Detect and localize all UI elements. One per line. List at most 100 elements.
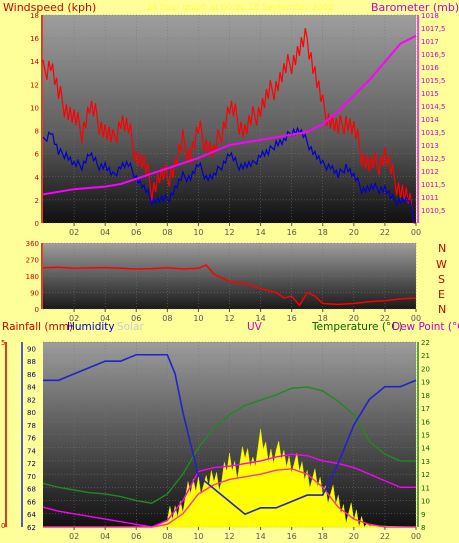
chart-title: 24 hour graph at 00:00 18 September 2008	[147, 3, 334, 13]
x-tick-label: 20	[349, 228, 359, 237]
x-tick-label: 20	[349, 314, 359, 323]
y-tick-label: 88	[27, 358, 36, 366]
y-tick-label: 16	[421, 418, 430, 426]
rainfall-tick-top: 5	[1, 339, 5, 347]
x-tick-label: 14	[255, 532, 265, 541]
uv-label: UV	[247, 321, 263, 333]
y-tick-label: 70	[27, 473, 36, 481]
y-tick-label: 66	[27, 498, 36, 506]
y-tick-label: 78	[27, 422, 36, 430]
x-tick-label: 04	[100, 228, 110, 237]
x-tick-label: 08	[162, 314, 172, 323]
windspeed-axis-label: Windspeed (kph)	[3, 1, 96, 14]
y-tick-label: 1016,5	[421, 51, 446, 59]
y-tick-label: 1012,5	[421, 155, 446, 163]
x-tick-label: 06	[131, 314, 141, 323]
y-tick-label: 4	[35, 174, 40, 182]
x-tick-label: 22	[380, 228, 390, 237]
y-tick-label: 21	[421, 352, 430, 360]
y-tick-label: 1017	[421, 38, 439, 46]
y-tick-label: 1016	[421, 64, 439, 72]
y-tick-label: 270	[26, 257, 39, 265]
rainfall-tick-zero: 0	[1, 522, 5, 530]
humidity-y-axis: 62 64 66 68 70 72 74 76 78 80 82 84 86 88 90	[21, 342, 36, 532]
y-tick-label: 8	[421, 524, 425, 532]
y-tick-label: 22	[421, 339, 430, 347]
series-average	[42, 126, 417, 224]
y-tick-label: 1015	[421, 90, 439, 98]
y-tick-label: 1012	[421, 168, 439, 176]
x-tick-label: 16	[287, 228, 297, 237]
y-tick-label: 1014	[421, 116, 439, 124]
y-tick-label: 14	[30, 58, 39, 66]
wind-plot-area	[43, 15, 416, 223]
x-tick-label: 12	[224, 228, 234, 237]
x-tick-label: 12	[224, 314, 234, 323]
x-tick-label: 08	[162, 228, 172, 237]
x-tick-label: 10	[193, 228, 203, 237]
y-tick-label: 15	[421, 432, 430, 440]
y-tick-label: 76	[27, 435, 36, 443]
y-tick-label: 64	[27, 511, 36, 519]
y-tick-label: 62	[27, 524, 36, 532]
y-tick-label: 360	[26, 240, 39, 248]
series-windspeed	[42, 28, 416, 224]
y-tick-label: 1015,5	[421, 77, 446, 85]
series-solar	[43, 429, 417, 528]
direction-x-axis: 02 04 06 08 10 12 14 16 18 20 22 00	[69, 309, 421, 323]
y-tick-label: 72	[27, 460, 36, 468]
x-tick-label: 00	[411, 314, 421, 323]
series-barometer	[42, 34, 417, 196]
y-tick-label: 80	[27, 409, 36, 417]
x-tick-label: 02	[69, 314, 79, 323]
y-tick-label: 84	[27, 384, 36, 392]
y-tick-label: 68	[27, 486, 36, 494]
y-tick-label: 11	[421, 484, 430, 492]
y-tick-label: 18	[421, 392, 430, 400]
x-tick-label: 16	[287, 314, 297, 323]
y-tick-label: 0	[35, 220, 39, 228]
x-tick-label: 04	[100, 314, 110, 323]
dewpoint-label: Dew Point (°C	[392, 321, 459, 333]
y-tick-label: 10	[30, 104, 39, 112]
y-tick-label: 2	[35, 197, 39, 205]
compass-n-bottom: N	[438, 303, 446, 316]
rainfall-scale: 5 0	[1, 339, 7, 530]
direction-y-axis: 0 90 180 270 360	[26, 240, 43, 314]
x-tick-label: 06	[131, 228, 141, 237]
y-tick-label: 16	[30, 35, 39, 43]
y-tick-label: 1013,5	[421, 129, 446, 137]
x-tick-label: 14	[255, 228, 265, 237]
windspeed-y-axis: 0 2 4 6 8 10 12 14 16 18	[30, 12, 43, 228]
compass-labels: N W S E N	[436, 242, 447, 316]
compass-w: W	[436, 258, 447, 271]
x-tick-label: 10	[193, 314, 203, 323]
x-tick-label: 02	[69, 228, 79, 237]
direction-series	[42, 264, 417, 307]
series-temperature	[42, 386, 416, 504]
y-tick-label: 1011,5	[421, 181, 446, 189]
y-tick-label: 0	[35, 306, 39, 314]
y-tick-label: 90	[30, 290, 39, 298]
x-tick-label: 12	[224, 532, 234, 541]
rainfall-label: Rainfall (mm)	[2, 321, 73, 333]
y-tick-label: 74	[27, 447, 36, 455]
y-tick-label: 1013	[421, 142, 439, 150]
series-humidity	[43, 353, 417, 516]
x-tick-label: 00	[411, 532, 421, 541]
y-tick-label: 18	[30, 12, 39, 20]
y-tick-label: 90	[27, 345, 36, 353]
x-tick-label: 14	[255, 314, 265, 323]
y-tick-label: 1011	[421, 194, 439, 202]
y-tick-label: 1017,5	[421, 25, 446, 33]
x-tick-label: 18	[318, 228, 328, 237]
wind-x-axis: 02 04 06 08 10 12 14 16 18 20 22 00	[69, 223, 421, 237]
compass-s: S	[438, 273, 445, 286]
x-tick-label: 10	[193, 532, 203, 541]
x-tick-label: 18	[318, 532, 328, 541]
series-direction	[42, 264, 417, 307]
y-tick-label: 1010,5	[421, 207, 446, 215]
wind-series	[42, 28, 417, 224]
humidity-label: Humidity	[67, 321, 115, 333]
x-tick-label: 22	[380, 532, 390, 541]
